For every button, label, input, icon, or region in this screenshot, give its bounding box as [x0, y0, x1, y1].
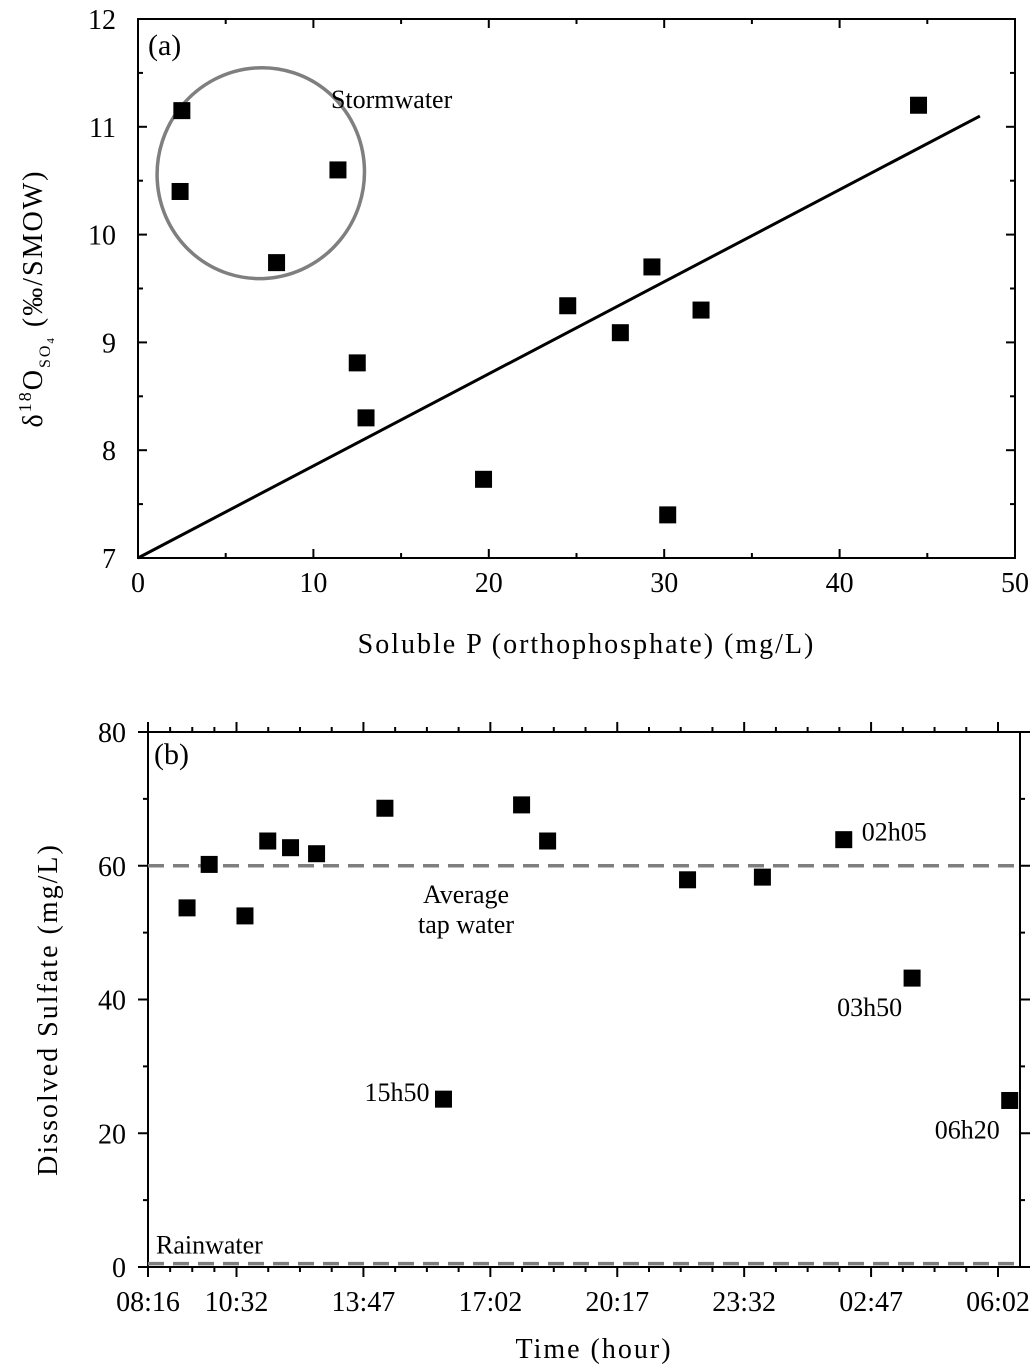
x-tick-label: 40: [826, 568, 854, 599]
panel-a-y-axis-title: δ18OSO4 (‰/SMOW): [15, 170, 57, 428]
y-tick-label: 12: [88, 5, 116, 36]
data-point: [308, 845, 326, 863]
y-tick-label: 80: [98, 718, 126, 749]
data-point: [753, 868, 771, 886]
data-point: [643, 258, 661, 276]
panel-a-plot-frame: [137, 18, 1016, 559]
panel-a: 0 10 20 30 40 50 7 8 9 10 11 12 (a) Stormwater Solu…: [15, 5, 1029, 660]
data-point: [611, 324, 629, 342]
panel-a-data: [137, 65, 981, 560]
data-point: [268, 254, 286, 272]
point-annotation: 03h50: [837, 993, 902, 1022]
ylabel-main: O: [18, 368, 49, 390]
panel-a-label: (a): [148, 29, 181, 62]
data-point: [539, 832, 557, 850]
data-point: [171, 182, 189, 200]
reference-line-label: tap water: [418, 910, 514, 939]
data-point: [1001, 1091, 1019, 1109]
point-annotation: 02h05: [862, 818, 927, 847]
point-annotation: 15h50: [364, 1078, 429, 1107]
x-tick-label: 10:32: [205, 1287, 269, 1318]
data-point: [236, 907, 254, 925]
ylabel-subscript: SO: [37, 344, 54, 368]
data-point: [903, 969, 921, 987]
x-tick-label: 06:02: [966, 1287, 1030, 1318]
x-tick-label: 30: [650, 568, 678, 599]
data-point: [910, 96, 928, 114]
data-point: [475, 470, 493, 488]
ylabel-delta: δ: [18, 412, 49, 427]
y-tick-label: 10: [88, 221, 116, 252]
panel-b-ticks: 08:16 10:32 13:47 17:02 20:17 23:32 02:47 06:02…: [98, 718, 1030, 1318]
data-point: [659, 506, 677, 524]
ylabel-superscript: 18: [15, 390, 35, 412]
panel-b-label: (b): [154, 738, 189, 771]
panel-b-x-axis-title: Time (hour): [515, 1334, 672, 1365]
stormwater-ellipse: [155, 65, 367, 281]
data-point: [173, 102, 191, 120]
x-tick-label: 17:02: [458, 1287, 522, 1318]
ylabel-subscript-2: 4: [45, 336, 57, 344]
data-point: [692, 301, 710, 319]
data-point: [329, 161, 347, 179]
data-point: [259, 832, 277, 850]
x-tick-label: 20:17: [585, 1287, 649, 1318]
y-tick-label: 0: [112, 1253, 126, 1284]
data-point: [357, 409, 375, 427]
x-tick-label: 08:16: [116, 1287, 180, 1318]
y-tick-label: 8: [102, 436, 116, 467]
panel-a-x-axis-title: Soluble P (orthophosphate) (mg/L): [358, 629, 816, 660]
data-point: [434, 1090, 452, 1108]
data-point: [178, 899, 196, 917]
x-tick-label: 0: [131, 568, 145, 599]
panel-b-y-axis-title: Dissolved Sulfate (mg/L): [33, 843, 64, 1176]
ylabel-unit: (‰/SMOW): [18, 170, 49, 337]
point-annotation: 06h20: [935, 1115, 1000, 1144]
y-tick-label: 20: [98, 1119, 126, 1150]
y-tick-label: 7: [102, 544, 116, 575]
stormwater-label: Stormwater: [331, 85, 453, 114]
panel-b: 08:16 10:32 13:47 17:02 20:17 23:32 02:47 06:02…: [33, 718, 1030, 1365]
y-tick-label: 60: [98, 852, 126, 883]
x-tick-label: 02:47: [839, 1287, 903, 1318]
x-tick-label: 10: [299, 568, 327, 599]
x-tick-label: 13:47: [332, 1287, 396, 1318]
data-point: [348, 354, 366, 372]
x-tick-label: 20: [475, 568, 503, 599]
y-tick-label: 11: [89, 113, 116, 144]
data-point: [376, 799, 394, 817]
x-tick-label: 50: [1001, 568, 1029, 599]
data-point: [559, 297, 577, 315]
data-point: [679, 871, 697, 889]
x-tick-label: 23:32: [712, 1287, 776, 1318]
data-point: [835, 831, 853, 849]
reference-line-label: Average: [423, 880, 509, 909]
panel-a-ticks: 0 10 20 30 40 50 7 8 9 10 11 12: [88, 5, 1029, 599]
y-tick-label: 40: [98, 986, 126, 1017]
trend-line: [137, 114, 981, 560]
data-point: [513, 796, 531, 814]
data-point: [282, 839, 300, 857]
data-point: [200, 855, 218, 873]
reference-line-label: Rainwater: [156, 1231, 263, 1260]
y-tick-label: 9: [102, 328, 116, 359]
